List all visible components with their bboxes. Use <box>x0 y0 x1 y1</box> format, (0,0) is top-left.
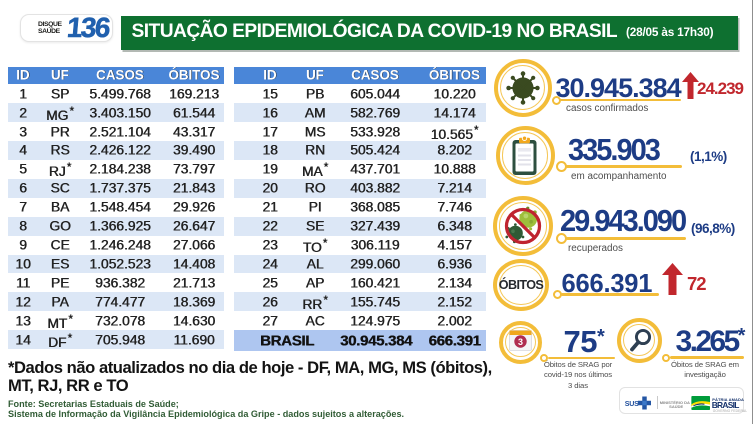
svg-text:3: 3 <box>518 337 523 347</box>
